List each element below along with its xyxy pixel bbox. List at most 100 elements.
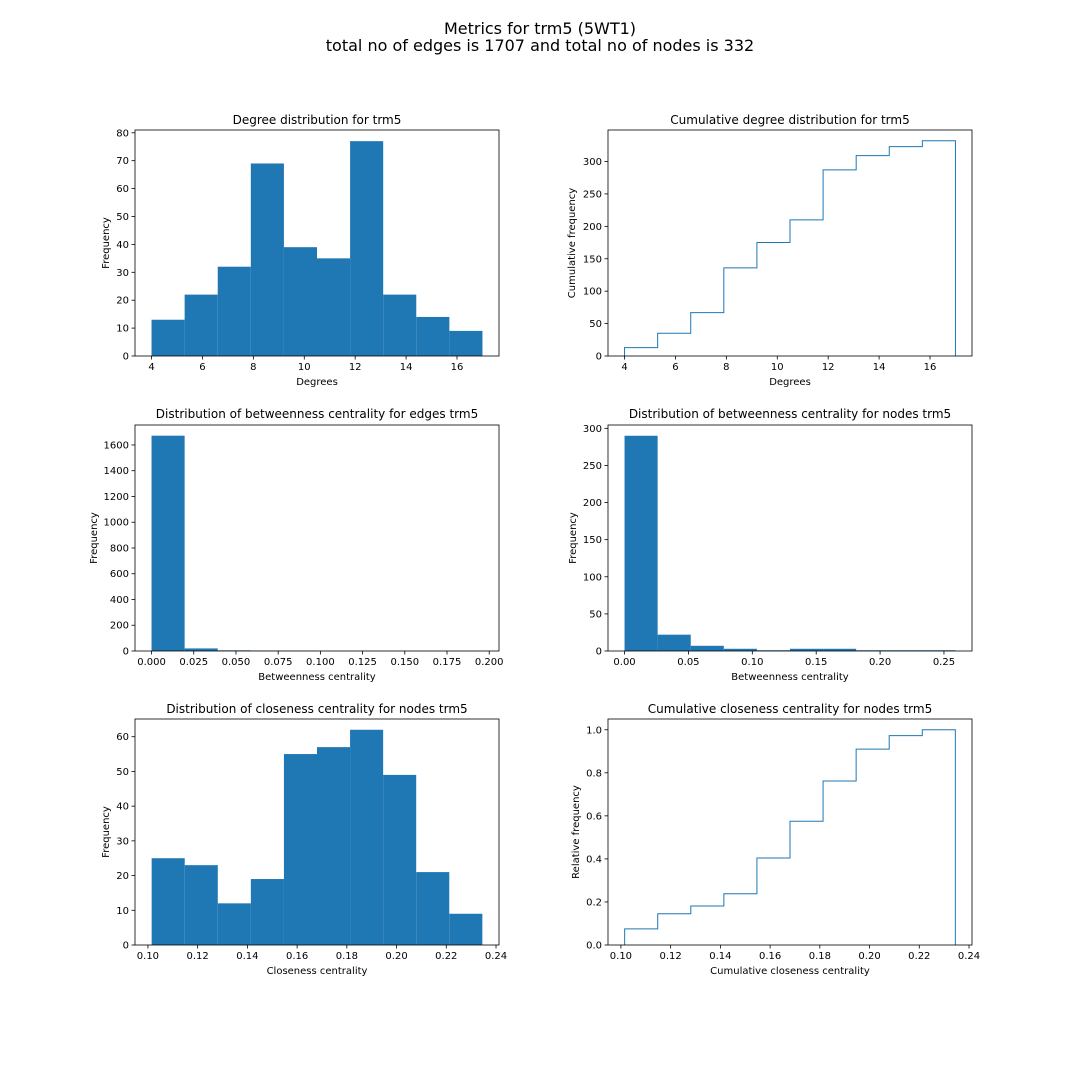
y-tick-label: 800 [110, 543, 129, 554]
histogram-bar [383, 294, 417, 356]
panel-cumulative-closeness: Cumulative closeness centrality for node… [571, 702, 980, 977]
y-tick-label: 200 [110, 621, 129, 632]
y-tick-label: 50 [116, 212, 129, 223]
y-tick-label: 1400 [104, 466, 129, 477]
axes-frame [134, 129, 500, 357]
y-axis-label: Relative frequency [571, 785, 582, 879]
histogram-bar [217, 903, 251, 945]
y-tick-label: 100 [583, 572, 602, 583]
y-tick-label: 70 [116, 156, 129, 167]
y-tick-label: 40 [116, 802, 129, 813]
x-tick-label: 0.000 [137, 657, 166, 668]
y-tick-label: 100 [583, 287, 602, 298]
y-tick-label: 0.0 [586, 941, 602, 952]
y-tick-label: 80 [116, 128, 129, 139]
x-axis-label: Closeness centrality [267, 966, 368, 977]
y-tick-label: 30 [116, 268, 129, 279]
x-tick-label: 0.10 [741, 657, 763, 668]
y-tick-label: 0 [596, 647, 602, 658]
x-tick-label: 0.200 [475, 657, 504, 668]
x-tick-label: 0.050 [222, 657, 251, 668]
x-tick-label: 8 [250, 362, 256, 373]
histogram-bar [317, 747, 351, 945]
y-axis-label: Frequency [89, 512, 100, 564]
y-tick-label: 150 [583, 254, 602, 265]
y-tick-label: 200 [583, 222, 602, 233]
plot-area: 0.00 0.05 0.10 0.15 0.20 0.25 0 50 100 150 200 250 3… [583, 424, 973, 668]
x-tick-label: 0.25 [933, 657, 955, 668]
y-axis-label: Cumulative frequency [567, 188, 578, 298]
x-tick-label: 0.20 [858, 951, 880, 962]
y-tick-label: 250 [583, 189, 602, 200]
panel-title: Distribution of closeness centrality for… [166, 702, 467, 716]
plot-area: 0.10 0.12 0.14 0.16 0.18 0.20 0.22 0.24 0.0 0.2 0.… [586, 718, 980, 962]
y-tick-label: 0 [123, 941, 129, 952]
x-tick-label: 4 [621, 362, 627, 373]
plot-area: 4 6 8 10 12 14 16 0 50 100 150 200 250 300 [583, 129, 973, 373]
panel-cumulative-degree-distribution: Cumulative degree distribution for trm5 … [567, 113, 973, 388]
y-tick-label: 0.8 [586, 768, 602, 779]
x-tick-label: 8 [723, 362, 729, 373]
x-tick-label: 14 [400, 362, 413, 373]
y-tick-label: 40 [116, 240, 129, 251]
y-tick-label: 0 [123, 647, 129, 658]
x-tick-label: 10 [298, 362, 311, 373]
y-tick-label: 1000 [104, 518, 129, 529]
x-tick-label: 0.22 [435, 951, 457, 962]
x-tick-label: 0.15 [805, 657, 827, 668]
y-tick-label: 60 [116, 732, 129, 743]
x-tick-label: 12 [822, 362, 835, 373]
y-tick-label: 150 [583, 535, 602, 546]
panel-title: Cumulative degree distribution for trm5 [670, 113, 909, 127]
x-tick-label: 0.22 [908, 951, 930, 962]
y-tick-label: 50 [589, 319, 602, 330]
y-tick-label: 200 [583, 498, 602, 509]
y-tick-label: 50 [589, 609, 602, 620]
x-tick-label: 16 [451, 362, 464, 373]
x-tick-label: 0.12 [660, 951, 682, 962]
axes-frame [134, 424, 500, 652]
histogram-bar [350, 141, 384, 356]
x-axis-label: Cumulative closeness centrality [710, 966, 870, 977]
y-tick-label: 400 [110, 595, 129, 606]
x-tick-label: 0.14 [236, 951, 258, 962]
x-tick-label: 0.24 [485, 951, 507, 962]
histogram-bar [217, 266, 251, 356]
x-tick-label: 0.025 [179, 657, 208, 668]
x-tick-label: 0.24 [958, 951, 980, 962]
panel-betweenness-nodes: Distribution of betweenness centrality f… [568, 407, 973, 683]
x-tick-label: 0.10 [610, 951, 632, 962]
panel-title: Distribution of betweenness centrality f… [629, 407, 951, 421]
y-tick-label: 0.2 [586, 897, 602, 908]
cumulative-step-line [624, 140, 956, 356]
histogram-bar [317, 258, 351, 356]
y-tick-label: 1600 [104, 440, 129, 451]
histogram-bar [416, 872, 450, 945]
y-axis-label: Frequency [101, 806, 112, 858]
axes-frame [607, 129, 973, 357]
y-tick-label: 300 [583, 424, 602, 435]
panel-closeness-distribution: Distribution of closeness centrality for… [101, 702, 507, 977]
x-tick-label: 0.125 [348, 657, 377, 668]
histogram-bar [151, 435, 185, 651]
x-axis-label: Betweenness centrality [258, 672, 375, 683]
histogram-bar [250, 879, 284, 945]
histogram-bar [823, 648, 857, 651]
x-tick-label: 6 [199, 362, 205, 373]
x-tick-label: 0.175 [433, 657, 462, 668]
x-tick-label: 0.00 [613, 657, 635, 668]
axes-frame [134, 718, 500, 946]
panel-degree-distribution: Degree distribution for trm5 4 6 8 10 12 14 16… [101, 113, 500, 388]
y-tick-label: 60 [116, 184, 129, 195]
x-tick-label: 10 [771, 362, 784, 373]
histogram-bar [449, 330, 483, 356]
x-tick-label: 4 [148, 362, 154, 373]
y-tick-label: 0 [596, 352, 602, 363]
x-tick-label: 0.20 [869, 657, 891, 668]
y-tick-label: 600 [110, 569, 129, 580]
panel-betweenness-edges: Distribution of betweenness centrality f… [89, 407, 504, 683]
panel-title: Degree distribution for trm5 [233, 113, 402, 127]
y-tick-label: 0.6 [586, 811, 602, 822]
x-tick-label: 0.16 [759, 951, 781, 962]
